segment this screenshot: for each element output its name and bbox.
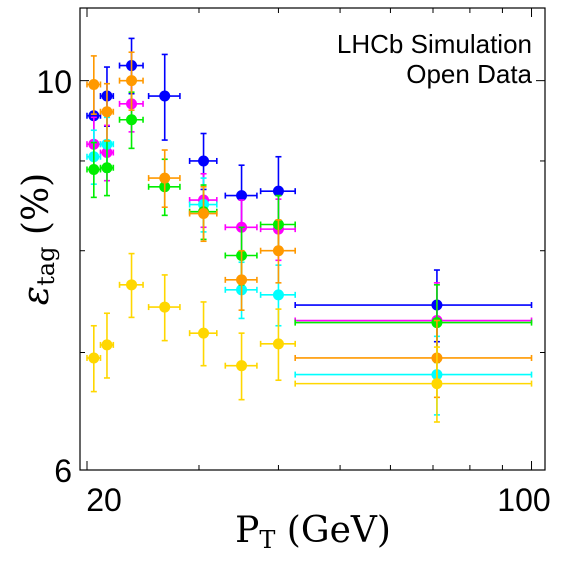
- data-point-0-6: [272, 185, 284, 197]
- data-point-4-6: [272, 245, 284, 257]
- y-tick-label-10: 10: [36, 64, 72, 100]
- y-axis-label-rest: (%): [16, 173, 57, 247]
- simulation-label-line2: Open Data: [406, 59, 532, 89]
- x-tick-label-20: 20: [86, 482, 122, 518]
- y-tick-label-6: 6: [54, 453, 72, 489]
- data-point-2-4: [272, 289, 284, 301]
- y-axis-label: εtag (%): [16, 173, 60, 305]
- y-axis-label-main: ε: [16, 286, 57, 305]
- data-point-3-1: [101, 162, 113, 174]
- data-series: [86, 37, 533, 423]
- data-point-5-5: [236, 360, 248, 372]
- data-point-4-4: [198, 208, 210, 220]
- x-axis-label: PT (GeV): [235, 510, 391, 554]
- series-3: [86, 91, 533, 364]
- x-tick-label-100: 100: [497, 482, 550, 518]
- data-point-5-4: [198, 327, 210, 339]
- data-point-4-2: [126, 75, 138, 87]
- x-axis-label-sub: T: [259, 526, 275, 554]
- data-point-3-0: [88, 163, 100, 175]
- x-axis-label-main: P: [235, 510, 259, 551]
- series-5: [86, 252, 533, 423]
- data-point-4-0: [88, 78, 100, 90]
- simulation-label-line1: LHCb Simulation: [337, 29, 532, 59]
- data-point-0-5: [236, 190, 248, 202]
- data-point-4-5: [236, 274, 248, 286]
- data-point-5-7: [431, 378, 443, 390]
- axis-ticks: [80, 7, 545, 471]
- data-point-3-2: [126, 114, 138, 126]
- data-point-5-3: [159, 301, 171, 313]
- data-point-0-0: [88, 110, 100, 122]
- data-point-5-1: [101, 339, 113, 351]
- data-point-0-4: [198, 155, 210, 167]
- y-axis-label-sub: tag: [32, 247, 60, 286]
- x-axis-label-rest: (GeV): [275, 510, 391, 551]
- data-point-5-2: [126, 279, 138, 291]
- series-2: [86, 116, 533, 416]
- plot-frame: [79, 7, 546, 471]
- data-point-5-0: [88, 352, 100, 364]
- data-point-5-6: [272, 338, 284, 350]
- data-point-4-1: [101, 106, 113, 118]
- series-1: [86, 76, 533, 361]
- data-point-0-3: [159, 90, 171, 102]
- series-4: [86, 51, 533, 399]
- data-point-4-3: [159, 172, 171, 184]
